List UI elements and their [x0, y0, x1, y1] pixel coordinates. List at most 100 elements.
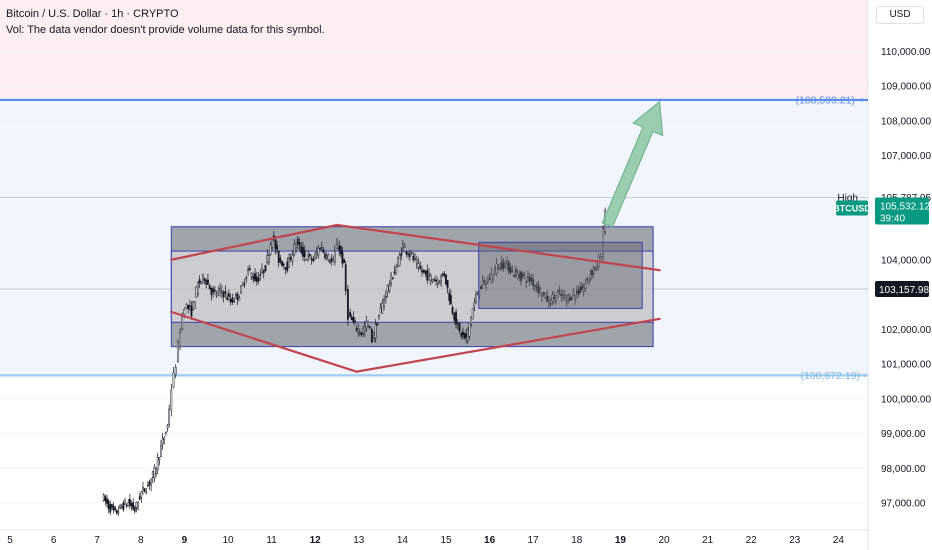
candle-up	[202, 274, 204, 279]
candle-down	[453, 312, 456, 321]
candle-down	[276, 244, 278, 250]
candle-down	[274, 239, 277, 249]
candle-up	[468, 323, 471, 337]
candle-up	[332, 259, 335, 262]
candle-up	[417, 262, 420, 268]
x-tick-label: 23	[789, 535, 801, 546]
x-tick-label: 16	[484, 535, 496, 546]
x-tick-label: 20	[658, 535, 670, 546]
candle-up	[359, 332, 361, 334]
candle-down	[282, 263, 285, 266]
consolidation-box	[170, 226, 654, 348]
candle-down	[376, 323, 379, 326]
candle-up	[599, 256, 602, 260]
candle-up	[481, 280, 484, 285]
candle-down	[279, 258, 282, 263]
candle-down	[277, 250, 280, 263]
candle-up	[470, 316, 472, 325]
candle-up	[168, 408, 171, 425]
candle-up	[269, 244, 272, 255]
candle-down	[488, 278, 491, 280]
y-tick-label: 110,000.00	[881, 47, 931, 58]
candle-down	[187, 304, 190, 310]
candle-down	[541, 295, 543, 297]
y-tick-label: 99,000.00	[881, 429, 926, 440]
candle-down	[245, 277, 248, 279]
candle-up	[234, 294, 237, 296]
candle-up	[179, 332, 181, 348]
candle-down	[289, 257, 292, 260]
candle-down	[112, 505, 115, 511]
x-tick-label: 15	[440, 535, 452, 546]
candle-down	[534, 285, 536, 287]
candle-down	[188, 305, 191, 307]
candle-down	[198, 279, 201, 284]
candle-down	[463, 332, 466, 338]
last-price: 105,532.12	[880, 202, 930, 213]
candle-down	[281, 260, 283, 267]
resistance-zone	[0, 0, 868, 100]
candle-down	[343, 259, 345, 263]
x-tick-label: 14	[397, 535, 409, 546]
candle-down	[591, 269, 593, 275]
candle-up	[119, 504, 121, 509]
candle-up	[137, 501, 139, 510]
candle-down	[205, 279, 208, 285]
candle-down	[412, 255, 415, 261]
candle-down	[446, 280, 449, 289]
candle-up	[250, 273, 253, 277]
candle-up	[151, 471, 154, 478]
y-tick-label: 100,000.00	[881, 394, 931, 405]
x-tick-label: 18	[571, 535, 583, 546]
candle-up	[567, 294, 569, 302]
candle-up	[102, 494, 105, 501]
candle-up	[153, 467, 156, 479]
candle-down	[528, 276, 531, 282]
candle-up	[120, 506, 123, 508]
currency-button[interactable]: USD	[876, 6, 924, 24]
candle-up	[544, 292, 547, 299]
candle-down	[236, 293, 239, 300]
candle-up	[388, 284, 391, 291]
candle-down	[560, 294, 562, 296]
candle-down	[360, 332, 363, 335]
candle-down	[143, 488, 146, 492]
candle-down	[148, 481, 151, 485]
candle-up	[215, 293, 218, 296]
candle-up	[156, 456, 159, 470]
candle-up	[586, 278, 589, 281]
candle-down	[248, 268, 251, 271]
candle-up	[473, 302, 476, 307]
candle-up	[197, 282, 199, 294]
candle-down	[286, 261, 289, 272]
y-tick-label: 108,000.00	[881, 116, 931, 127]
candle-down	[298, 242, 301, 246]
candle-down	[133, 507, 136, 512]
candle-down	[254, 273, 256, 282]
candle-down	[530, 277, 533, 281]
candle-down	[400, 253, 403, 256]
diamond-lower-right	[355, 317, 661, 373]
projection-arrow	[601, 100, 664, 228]
candle-down	[483, 280, 486, 282]
x-tick-label: 7	[94, 535, 100, 546]
candle-down	[330, 258, 333, 262]
candle-up	[176, 342, 179, 362]
candle-down	[107, 500, 110, 510]
candle-up	[145, 491, 148, 494]
candle-up	[486, 279, 489, 283]
candle-up	[217, 290, 220, 293]
y-tick-label: 97,000.00	[881, 499, 926, 510]
x-tick-label: 22	[746, 535, 758, 546]
candle-up	[561, 294, 564, 298]
candle-up	[166, 425, 169, 429]
candle-up	[440, 275, 442, 282]
candle-down	[312, 258, 315, 262]
candle-up	[172, 372, 175, 388]
candle-up	[516, 273, 519, 279]
x-tick-label: 13	[353, 535, 365, 546]
candle-up	[527, 276, 529, 278]
candle-down	[122, 502, 125, 510]
